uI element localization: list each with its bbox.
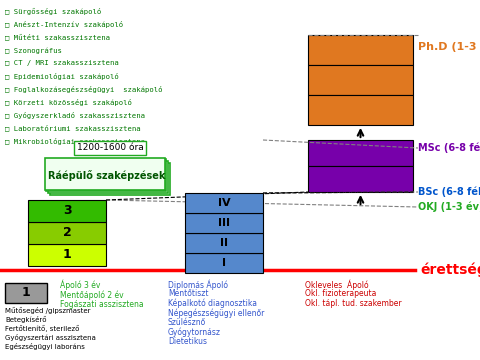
Text: □ Foglalkozásegészségügyi  szakápoló: □ Foglalkozásegészségügyi szakápoló xyxy=(5,86,163,93)
Bar xyxy=(308,166,413,192)
Text: Gyógyszertári asszisztena: Gyógyszertári asszisztena xyxy=(5,334,96,341)
Bar xyxy=(308,65,413,95)
Text: OKJ (1-3 év): OKJ (1-3 év) xyxy=(418,202,480,212)
Text: Okl. tápl. tud. szakember: Okl. tápl. tud. szakember xyxy=(305,299,402,308)
Text: □ Műtéti szakasszisztena: □ Műtéti szakasszisztena xyxy=(5,34,110,41)
Text: 2: 2 xyxy=(62,226,72,239)
Text: Mentőápoló 2 év: Mentőápoló 2 év xyxy=(60,290,124,300)
Bar xyxy=(308,95,413,125)
Text: BSc (6-8 félév): BSc (6-8 félév) xyxy=(418,187,480,197)
Text: □ Körzeti közösségi szakápoló: □ Körzeti közösségi szakápoló xyxy=(5,99,132,106)
Text: Okleveles  Ápoló: Okleveles Ápoló xyxy=(305,280,369,291)
Bar xyxy=(48,161,168,193)
Bar xyxy=(185,213,263,233)
Text: 1: 1 xyxy=(62,248,72,261)
Text: □ Gyógyszerkladó szakasszisztena: □ Gyógyszerkladó szakasszisztena xyxy=(5,112,145,119)
Bar xyxy=(28,200,106,222)
Bar xyxy=(46,159,166,191)
Text: Műtősegéd /gipszmaster: Műtősegéd /gipszmaster xyxy=(5,307,91,314)
Bar xyxy=(28,244,106,266)
Text: Betegkísérő: Betegkísérő xyxy=(5,316,47,323)
Text: Gyógytornász: Gyógytornász xyxy=(168,328,221,337)
Text: □ CT / MRI szakasszisztena: □ CT / MRI szakasszisztena xyxy=(5,60,119,66)
Text: Népegészségügyi ellenőr: Népegészségügyi ellenőr xyxy=(168,309,264,318)
Text: □ Epidemiológiai szakápoló: □ Epidemiológiai szakápoló xyxy=(5,73,119,80)
Text: Fertőtlenítő, sterilező: Fertőtlenítő, sterilező xyxy=(5,325,79,332)
Text: Okl. fizioterapeuta: Okl. fizioterapeuta xyxy=(305,289,376,298)
Bar xyxy=(185,253,263,273)
Text: □ Szonográfus: □ Szonográfus xyxy=(5,47,62,54)
Text: 3: 3 xyxy=(63,204,72,217)
Bar xyxy=(185,193,263,213)
Text: Dietetikus: Dietetikus xyxy=(168,337,207,346)
Text: III: III xyxy=(218,218,230,228)
Bar xyxy=(28,222,106,244)
Text: Egészségügyi laboráns: Egészségügyi laboráns xyxy=(5,343,85,350)
Text: I: I xyxy=(222,258,226,268)
Bar xyxy=(5,283,47,303)
Text: □ Anészt-Intenzív szakápoló: □ Anészt-Intenzív szakápoló xyxy=(5,21,123,28)
Text: Diplomás Ápoló: Diplomás Ápoló xyxy=(168,280,228,291)
Text: Mentőtiszt: Mentőtiszt xyxy=(168,289,208,298)
Bar xyxy=(45,158,165,190)
Bar xyxy=(50,163,170,195)
Text: MSc (6-8 félév): MSc (6-8 félév) xyxy=(418,143,480,153)
Text: IV: IV xyxy=(218,198,230,208)
Text: Ápoló 3 év: Ápoló 3 év xyxy=(60,280,100,291)
Text: 1200-1600 óra: 1200-1600 óra xyxy=(77,144,144,153)
Text: Ph.D (1-3 év): Ph.D (1-3 év) xyxy=(418,42,480,53)
Text: 1: 1 xyxy=(22,287,30,300)
Bar xyxy=(185,233,263,253)
Text: □ Laboratóriumi szakasszisztena: □ Laboratóriumi szakasszisztena xyxy=(5,125,141,132)
Text: Fogászati asszisztena: Fogászati asszisztena xyxy=(60,300,144,309)
Bar xyxy=(308,35,413,65)
Text: Képalkotó diagnosztika: Képalkotó diagnosztika xyxy=(168,299,257,309)
Text: Ráépülő szaképzések: Ráépülő szaképzések xyxy=(48,171,166,181)
Text: érettségi: érettségi xyxy=(420,263,480,277)
Text: II: II xyxy=(220,238,228,248)
Text: □ Mikrobiológiai szakasszisztena: □ Mikrobiológiai szakasszisztena xyxy=(5,138,145,145)
Bar xyxy=(308,140,413,166)
Text: □ Sürgősségi szakápoló: □ Sürgősségi szakápoló xyxy=(5,8,101,15)
Text: Szülésznő: Szülésznő xyxy=(168,318,206,327)
